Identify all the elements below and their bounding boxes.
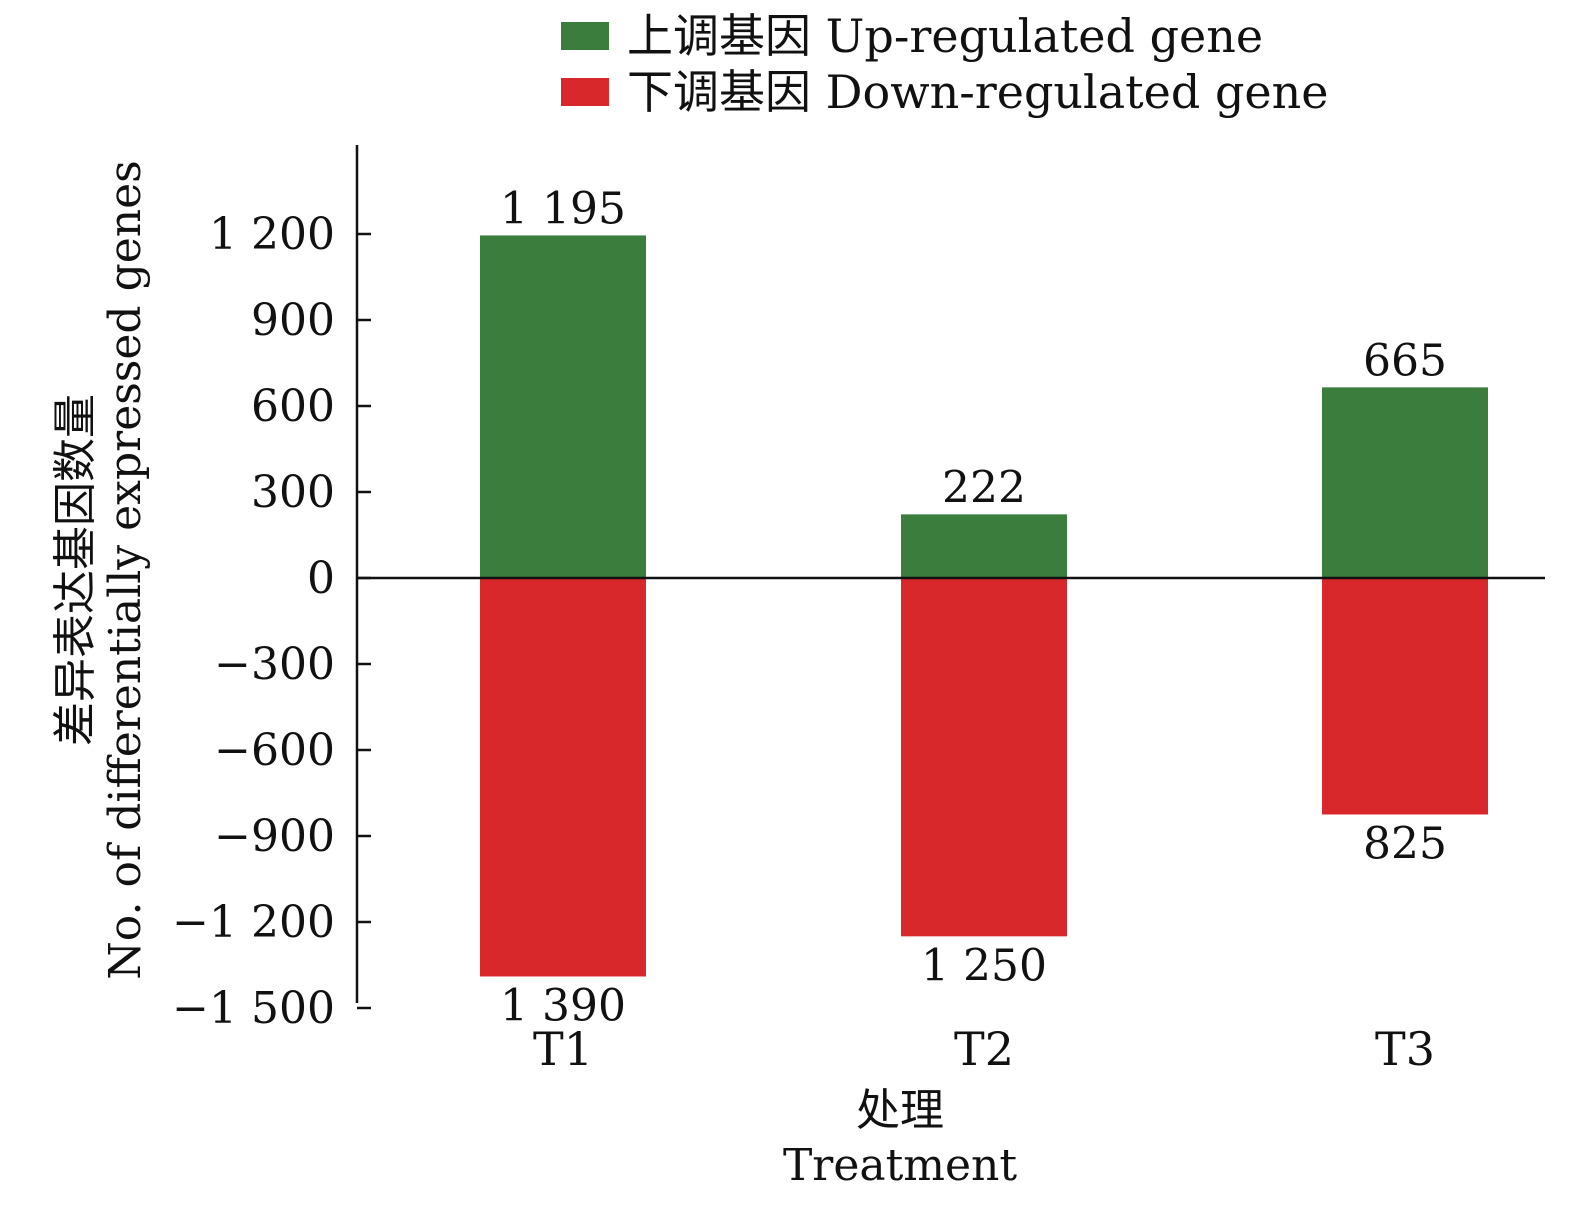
x-axis-title: 处理 Treatment (783, 1085, 1017, 1191)
bar-down-T3 (1322, 578, 1488, 815)
y-tick-label: −1 200 (172, 897, 335, 948)
y-axis-title: 差异表达基因数量 No. of differentially expressed… (50, 160, 151, 979)
bar-up-T3 (1322, 387, 1488, 578)
data-label-up-T1: 1 195 (500, 183, 626, 234)
data-label-up-T3: 665 (1363, 335, 1447, 386)
y-tick-label: −600 (214, 725, 335, 776)
y-tick-label: 1 200 (209, 209, 335, 260)
category-label-T2: T2 (954, 1022, 1014, 1076)
data-label-down-T3: 825 (1363, 819, 1447, 870)
y-axis-title-cn: 差异表达基因数量 (50, 394, 101, 746)
y-tick-label: 0 (307, 553, 335, 604)
data-label-up-T2: 222 (942, 462, 1026, 513)
plot-area: 1 195 222 665 1 390 1 250 825 1 200 900 600 300 0 −… (172, 145, 1545, 1076)
bar-up-T2 (901, 514, 1067, 578)
data-label-down-T2: 1 250 (921, 940, 1047, 991)
legend-swatch-down (561, 78, 609, 106)
y-tick-label: −900 (214, 811, 335, 862)
legend-swatch-up (561, 22, 609, 50)
category-label-T3: T3 (1375, 1022, 1435, 1076)
y-tick-label: −300 (214, 639, 335, 690)
bar-up-T1 (480, 235, 646, 578)
y-axis-title-en: No. of differentially expressed genes (100, 160, 151, 979)
y-tick-label: 900 (251, 295, 335, 346)
x-axis-title-en: Treatment (783, 1140, 1017, 1191)
category-label-T1: T1 (533, 1022, 593, 1076)
bar-down-T2 (901, 578, 1067, 937)
legend-label-down: 下调基因 Down-regulated gene (627, 65, 1328, 119)
bar-down-T1 (480, 578, 646, 977)
data-label-down-T1: 1 390 (500, 980, 626, 1031)
y-tick-label: 600 (251, 381, 335, 432)
y-tick-label: −1 500 (172, 983, 335, 1034)
legend: 上调基因 Up-regulated gene 下调基因 Down-regulat… (561, 9, 1328, 119)
legend-label-up: 上调基因 Up-regulated gene (627, 9, 1263, 63)
y-tick-label: 300 (251, 467, 335, 518)
x-axis-title-cn: 处理 (856, 1085, 944, 1136)
